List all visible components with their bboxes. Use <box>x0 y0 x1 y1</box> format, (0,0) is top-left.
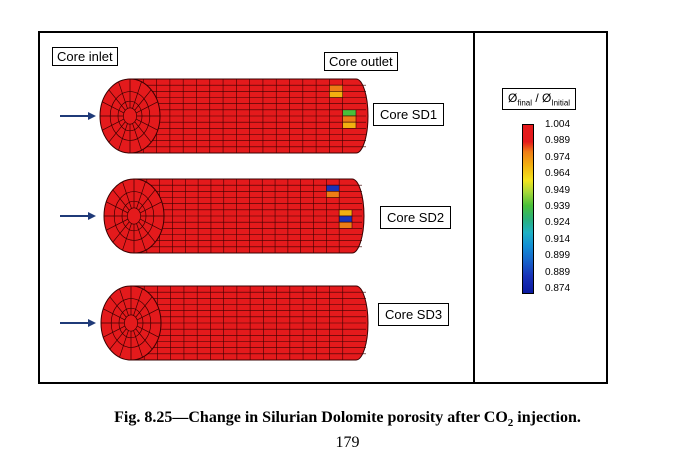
inlet-arrow-head <box>88 319 96 327</box>
core-face-spoke <box>132 123 142 151</box>
legend-tick-label: 0.989 <box>545 135 571 147</box>
core-anomaly-cell <box>338 215 353 223</box>
caption-suffix: injection. <box>513 409 581 426</box>
page-number: 179 <box>335 434 360 451</box>
core-face-spoke <box>134 121 152 143</box>
inlet-arrow-head <box>88 212 96 220</box>
core-anomaly-cell <box>338 209 353 217</box>
core-outlet-label: Core outlet <box>324 52 398 71</box>
core-face-spoke <box>136 308 159 321</box>
legend-title-separator: / Ø <box>532 91 552 105</box>
legend-tick-label: 1.004 <box>545 119 571 130</box>
legend-tick-label: 0.939 <box>545 201 571 212</box>
core-face-spoke <box>119 288 129 316</box>
core-face-spoke <box>135 118 158 131</box>
core-sd3-label: Core SD3 <box>378 303 450 326</box>
core-sd1-label: Core SD1 <box>373 103 445 126</box>
core-anomaly-cell <box>342 121 357 129</box>
core-face-spoke <box>106 201 129 214</box>
legend-title: Øfinal / ØInitial <box>502 88 577 111</box>
core-anomaly-cell <box>338 221 353 229</box>
legend-tick-label: 0.914 <box>545 233 571 245</box>
core-face-spoke <box>135 296 153 318</box>
caption-subscript: 2 <box>507 417 514 430</box>
core-face-spoke <box>109 296 127 318</box>
core-sd2-label: Core SD2 <box>380 206 452 229</box>
core-face-spoke <box>108 121 126 143</box>
legend-tick-label: 0.889 <box>545 266 571 278</box>
figure-frame <box>38 31 608 384</box>
core-face-spoke <box>135 328 153 350</box>
panel-divider <box>473 31 475 384</box>
legend-title-initial: Initial <box>551 98 571 108</box>
legend-tick-label: 0.949 <box>545 184 571 196</box>
core-anomaly-cell <box>329 84 344 92</box>
figure-caption: Fig. 8.25—Change in Silurian Dolomite po… <box>0 409 695 429</box>
core-face-spoke <box>138 221 156 243</box>
legend-tick-label: 0.974 <box>545 151 571 163</box>
core-face-spoke <box>122 223 132 251</box>
core-face-spoke <box>103 308 126 321</box>
core-anomaly-cell <box>342 109 357 117</box>
core-face-spoke <box>134 89 152 111</box>
core-face-spoke <box>138 189 156 211</box>
core-anomaly-cell <box>326 191 340 198</box>
core-inlet-label: Core inlet <box>52 47 118 66</box>
legend-tick-label: 0.899 <box>545 250 571 262</box>
legend-tick-label: 0.964 <box>545 168 571 180</box>
core-face-spoke <box>135 101 158 114</box>
core-face-spoke <box>108 89 126 111</box>
legend-tick-label: 0.924 <box>545 217 571 229</box>
core-face-spoke <box>103 325 126 338</box>
legend-tick-label: 0.874 <box>545 283 571 294</box>
caption-prefix: Fig. 8.25—Change in Silurian Dolomite po… <box>114 409 508 426</box>
core-face-spoke <box>119 330 129 358</box>
core-face-spoke <box>102 118 125 131</box>
core-face-spoke <box>122 181 132 209</box>
core-face-spoke <box>133 288 143 316</box>
core-face-spoke <box>139 201 162 214</box>
core-face-spoke <box>136 223 146 251</box>
core-anomaly-cell <box>326 184 340 192</box>
core-anomaly-cell <box>342 115 357 123</box>
core-face-spoke <box>136 325 159 338</box>
core-face-spoke <box>136 181 146 209</box>
legend-colorbar <box>522 124 534 294</box>
legend-title-final: final <box>517 98 533 108</box>
core-face-spoke <box>102 101 125 114</box>
legend-title-phi: Ø <box>508 91 518 105</box>
core-face-spoke <box>112 189 130 211</box>
core-face-spoke <box>132 81 142 109</box>
core-face-spoke <box>133 330 143 358</box>
inlet-arrow-head <box>88 112 96 120</box>
core-face-spoke <box>118 81 128 109</box>
core-face-spoke <box>118 123 128 151</box>
core-anomaly-cell <box>329 91 344 98</box>
core-face-spoke <box>106 218 129 231</box>
core-face-spoke <box>139 218 162 231</box>
core-face-spoke <box>109 328 127 350</box>
core-face-spoke <box>112 221 130 243</box>
